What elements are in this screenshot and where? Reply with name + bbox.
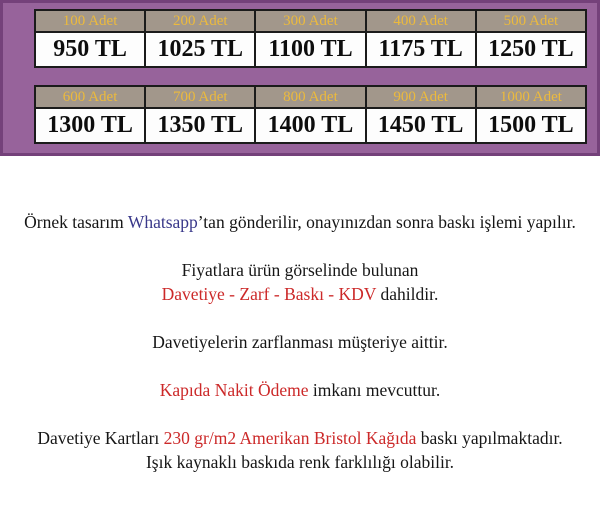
price-cell: 1450 TL [364, 107, 477, 144]
price-cell: 1350 TL [144, 107, 257, 144]
quantity-header-cell: 800 Adet [254, 85, 367, 109]
note-text: baskı yapılmaktadır. [416, 428, 563, 448]
price-cell: 1025 TL [144, 31, 257, 68]
note-text: Davetiye Kartları [37, 428, 164, 448]
price-cell: 1400 TL [254, 107, 367, 144]
note-text: dahildir. [376, 284, 439, 304]
quantity-header-cell: 400 Adet [364, 9, 477, 33]
price-value-row: 950 TL 1025 TL 1100 TL 1175 TL 1250 TL [33, 31, 588, 68]
cash-on-delivery-highlight: Kapıda Nakit Ödeme [159, 380, 309, 400]
price-cell: 1100 TL [254, 31, 367, 68]
note-text: Fiyatlara ürün görselinde bulunan [181, 260, 419, 280]
note-paper-spec: Davetiye Kartları 230 gr/m2 Amerikan Bri… [4, 426, 596, 474]
note-text: Davetiyelerin zarflanması müşteriye aitt… [152, 332, 448, 352]
quantity-header-cell: 200 Adet [144, 9, 257, 33]
note-cash-on-delivery: Kapıda Nakit Ödeme imkanı mevcuttur. [4, 378, 596, 402]
note-text: ’tan gönderilir, onayınızdan sonra baskı… [197, 212, 576, 232]
price-table-600-1000: 600 Adet 700 Adet 800 Adet 900 Adet 1000… [33, 85, 588, 144]
paper-spec-highlight: 230 gr/m2 Amerikan Bristol Kağıda [163, 428, 417, 448]
price-cell: 1300 TL [33, 107, 147, 144]
quantity-header-cell: 500 Adet [474, 9, 588, 33]
price-cell: 1175 TL [364, 31, 477, 68]
note-price-includes: Fiyatlara ürün görselinde bulunan Davetiy… [4, 258, 596, 306]
price-cell: 950 TL [33, 31, 147, 68]
quantity-header-cell: 300 Adet [254, 9, 367, 33]
note-text: Örnek tasarım [24, 212, 128, 232]
quantity-header-row: 100 Adet 200 Adet 300 Adet 400 Adet 500 … [33, 9, 588, 33]
quantity-header-cell: 100 Adet [33, 9, 147, 33]
quantity-header-row: 600 Adet 700 Adet 800 Adet 900 Adet 1000… [33, 85, 588, 109]
note-enveloping: Davetiyelerin zarflanması müşteriye aitt… [4, 330, 596, 354]
quantity-header-cell: 1000 Adet [474, 85, 588, 109]
whatsapp-label: Whatsapp [127, 212, 198, 232]
note-text: Işık kaynaklı baskıda renk farklılığı ol… [145, 452, 455, 472]
order-notes: Örnek tasarım Whatsapp’tan gönderilir, o… [0, 156, 600, 474]
price-cell: 1500 TL [474, 107, 588, 144]
quantity-header-cell: 700 Adet [144, 85, 257, 109]
price-table-100-500: 100 Adet 200 Adet 300 Adet 400 Adet 500 … [33, 9, 588, 68]
note-sample-design: Örnek tasarım Whatsapp’tan gönderilir, o… [4, 210, 596, 234]
price-banner: 100 Adet 200 Adet 300 Adet 400 Adet 500 … [0, 0, 600, 156]
price-value-row: 1300 TL 1350 TL 1400 TL 1450 TL 1500 TL [33, 107, 588, 144]
note-text: imkanı mevcuttur. [308, 380, 441, 400]
price-cell: 1250 TL [474, 31, 588, 68]
quantity-header-cell: 900 Adet [364, 85, 477, 109]
included-items-highlight: Davetiye - Zarf - Baskı - KDV [161, 284, 377, 304]
quantity-header-cell: 600 Adet [33, 85, 147, 109]
